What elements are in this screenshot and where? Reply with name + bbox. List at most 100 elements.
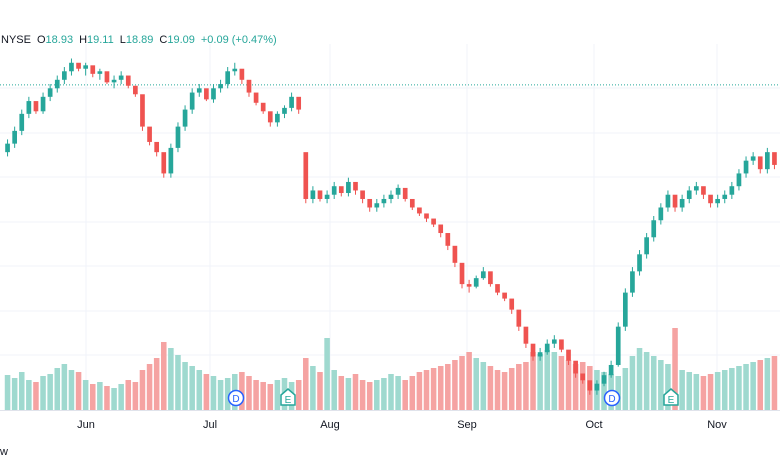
candle-body — [83, 65, 89, 69]
candle — [516, 309, 522, 331]
candle-body — [296, 96, 302, 110]
candle — [544, 339, 550, 355]
high-field: H19.11 — [79, 34, 114, 46]
volume-bar — [68, 370, 75, 410]
volume-bar — [508, 368, 515, 410]
dividend-marker[interactable]: D — [603, 389, 621, 407]
candle-body — [516, 309, 522, 327]
candle — [750, 152, 756, 165]
candle-body — [140, 94, 145, 127]
candle-body — [473, 278, 479, 287]
candle — [509, 298, 515, 314]
time-axis: Jun Jul Aug Sep Oct Nov — [77, 419, 727, 431]
dividend-marker[interactable]: D — [227, 389, 245, 407]
candle-body — [204, 88, 209, 100]
candle-body — [147, 126, 152, 142]
candle — [317, 190, 323, 202]
candle-body — [161, 152, 167, 174]
volume-bar — [686, 372, 693, 410]
volume-bar — [40, 376, 46, 410]
candle — [622, 288, 628, 331]
marker-letter: D — [608, 394, 615, 405]
candle — [296, 96, 302, 114]
earnings-marker[interactable]: E — [280, 388, 296, 406]
volume-bar — [359, 380, 366, 410]
candle-body — [757, 156, 763, 170]
change-value: +0.09 (+0.47%) — [200, 34, 277, 46]
candle-body — [594, 383, 600, 391]
low-label: L — [119, 34, 126, 46]
candle-body — [289, 96, 294, 108]
candle-body — [608, 364, 614, 376]
volume-bar — [26, 380, 32, 410]
candle — [701, 186, 706, 199]
volume-bar — [658, 360, 664, 410]
candle-body — [12, 130, 17, 144]
candle-body — [722, 194, 728, 199]
candle-body — [189, 92, 195, 110]
candle-body — [154, 141, 160, 153]
candle — [601, 371, 607, 387]
volume-bar — [104, 386, 110, 410]
candle-body — [282, 107, 287, 114]
grid-lines — [0, 44, 780, 410]
candle-body — [353, 181, 358, 191]
candle — [189, 88, 195, 114]
candle-body — [566, 349, 571, 361]
candle — [637, 250, 642, 276]
candle-body — [701, 186, 706, 195]
volume-bar — [338, 376, 345, 410]
volume-bar — [274, 380, 281, 410]
candle-body — [324, 194, 330, 199]
candle — [630, 267, 635, 297]
candle — [651, 216, 657, 242]
candle-body — [374, 203, 380, 208]
volume-bar — [558, 356, 565, 410]
x-tick-label: Aug — [320, 419, 340, 431]
volume-bar — [452, 360, 458, 410]
volume-bar — [125, 380, 132, 410]
x-tick-label: Nov — [707, 419, 727, 431]
candle-body — [509, 298, 515, 310]
candle-body — [360, 190, 365, 199]
candle — [97, 68, 103, 80]
volume-bar — [416, 372, 423, 410]
candle — [331, 181, 337, 199]
volume-bar — [352, 374, 359, 410]
candle — [76, 62, 81, 72]
volume-bar — [47, 374, 53, 410]
candle-body — [729, 186, 735, 195]
candle-body — [551, 339, 557, 344]
volume-bar — [310, 366, 316, 410]
volume-bar — [729, 368, 735, 410]
candle — [62, 67, 67, 85]
candle — [480, 267, 486, 280]
open-label: O — [36, 34, 46, 46]
volume-bar — [572, 364, 579, 410]
footer-text[interactable]: w — [0, 446, 8, 458]
candle-body — [622, 292, 628, 327]
volume-bar — [643, 352, 650, 410]
earnings-marker[interactable]: E — [663, 388, 679, 406]
volume-bar — [317, 372, 323, 410]
candle — [5, 139, 10, 157]
candle — [374, 198, 380, 212]
candle — [438, 224, 444, 238]
candle — [736, 169, 742, 191]
candle — [381, 194, 387, 208]
candle-body — [218, 84, 223, 89]
candle — [402, 187, 408, 202]
volume-bar — [153, 358, 160, 410]
volume-bar — [54, 368, 61, 410]
candle-body — [381, 198, 387, 204]
candle — [665, 190, 671, 212]
high-label: H — [79, 34, 88, 46]
volume-bar — [700, 376, 707, 410]
volume-bar — [75, 372, 82, 410]
candle — [743, 156, 749, 178]
volume-bar — [260, 382, 266, 410]
candle-body — [211, 88, 216, 100]
